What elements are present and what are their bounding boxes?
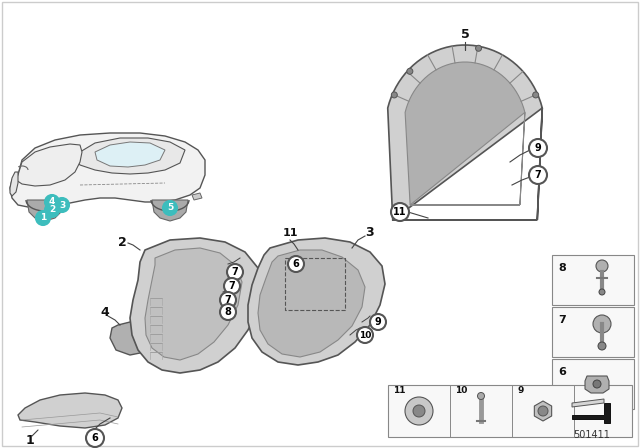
Text: 8: 8 <box>558 263 566 273</box>
Circle shape <box>476 45 481 51</box>
Text: 7: 7 <box>558 315 566 325</box>
Circle shape <box>405 397 433 425</box>
Circle shape <box>45 195 59 209</box>
Polygon shape <box>405 62 525 205</box>
Polygon shape <box>248 238 385 365</box>
Circle shape <box>477 392 484 400</box>
Polygon shape <box>145 248 242 360</box>
Circle shape <box>163 201 177 215</box>
Text: 501411: 501411 <box>573 430 610 440</box>
Polygon shape <box>192 193 202 200</box>
Circle shape <box>220 292 236 308</box>
Text: 11: 11 <box>393 386 406 395</box>
Polygon shape <box>75 138 185 174</box>
Circle shape <box>529 166 547 184</box>
Text: 3: 3 <box>59 201 65 210</box>
Polygon shape <box>585 376 609 393</box>
FancyBboxPatch shape <box>552 359 634 409</box>
FancyBboxPatch shape <box>552 307 634 357</box>
Text: 6: 6 <box>292 259 300 269</box>
Circle shape <box>593 380 601 388</box>
Circle shape <box>36 211 50 225</box>
Circle shape <box>413 405 425 417</box>
Text: 9: 9 <box>534 143 541 153</box>
Polygon shape <box>16 144 82 186</box>
Polygon shape <box>572 403 610 423</box>
Text: 5: 5 <box>167 203 173 212</box>
Circle shape <box>370 314 386 330</box>
Circle shape <box>407 68 413 74</box>
Polygon shape <box>258 250 365 357</box>
Text: 4: 4 <box>49 198 55 207</box>
Circle shape <box>224 278 240 294</box>
Text: 3: 3 <box>365 227 374 240</box>
Polygon shape <box>572 399 604 407</box>
Circle shape <box>538 406 548 416</box>
Text: 2: 2 <box>49 206 55 215</box>
Text: 11: 11 <box>282 228 298 238</box>
Polygon shape <box>18 393 122 428</box>
Text: 4: 4 <box>100 306 109 319</box>
Polygon shape <box>27 200 63 221</box>
Text: 7: 7 <box>228 281 236 291</box>
Circle shape <box>598 342 606 350</box>
Circle shape <box>220 304 236 320</box>
Text: 7: 7 <box>232 267 238 277</box>
Circle shape <box>391 92 397 98</box>
Circle shape <box>391 203 409 221</box>
Text: 1: 1 <box>40 214 46 223</box>
Text: 11: 11 <box>393 207 407 217</box>
Circle shape <box>55 198 69 212</box>
Circle shape <box>45 203 59 217</box>
Circle shape <box>532 92 539 98</box>
Text: 9: 9 <box>518 386 524 395</box>
Text: 8: 8 <box>225 307 232 317</box>
FancyBboxPatch shape <box>388 385 632 437</box>
Text: 2: 2 <box>118 237 126 250</box>
Text: 1: 1 <box>26 434 35 447</box>
Polygon shape <box>10 133 205 207</box>
Polygon shape <box>388 45 542 220</box>
Text: 10: 10 <box>359 331 371 340</box>
Text: 7: 7 <box>225 295 232 305</box>
Circle shape <box>593 315 611 333</box>
Text: 5: 5 <box>461 29 469 42</box>
Circle shape <box>357 327 373 343</box>
Circle shape <box>86 429 104 447</box>
Circle shape <box>288 256 304 272</box>
Text: 6: 6 <box>92 433 99 443</box>
Polygon shape <box>152 200 188 221</box>
Text: 10: 10 <box>455 386 467 395</box>
Circle shape <box>596 260 608 272</box>
Polygon shape <box>95 142 165 167</box>
Circle shape <box>529 139 547 157</box>
Text: 9: 9 <box>374 317 381 327</box>
Text: 7: 7 <box>534 170 541 180</box>
Polygon shape <box>10 172 18 196</box>
Circle shape <box>599 289 605 295</box>
Polygon shape <box>130 238 262 373</box>
FancyBboxPatch shape <box>552 255 634 305</box>
Text: 6: 6 <box>558 367 566 377</box>
Polygon shape <box>110 320 152 355</box>
Circle shape <box>227 264 243 280</box>
Polygon shape <box>534 401 552 421</box>
